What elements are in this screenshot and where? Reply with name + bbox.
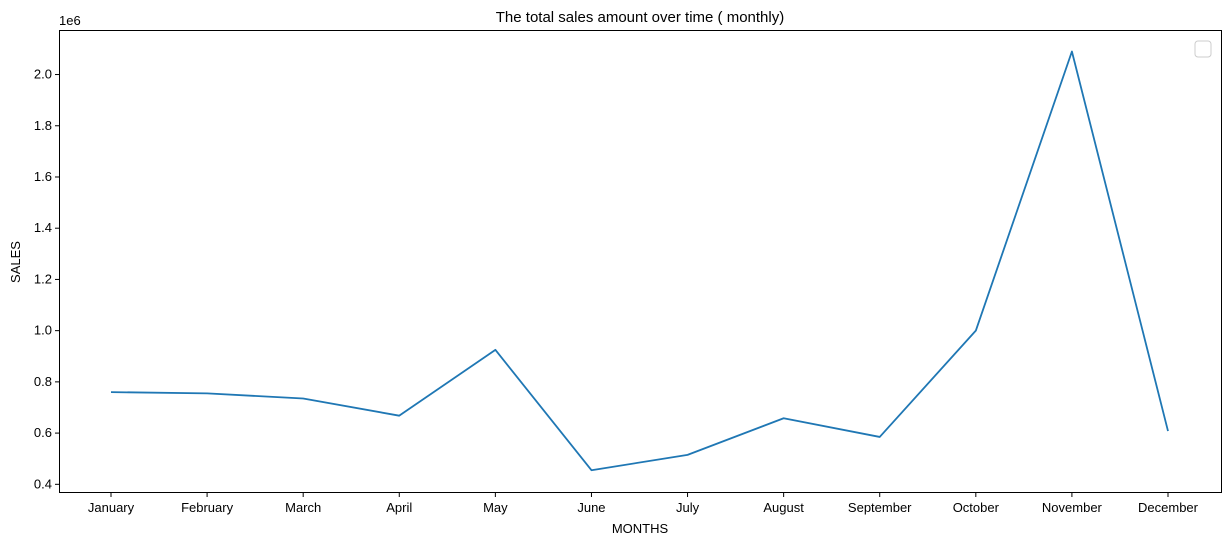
x-tick-label: April	[386, 500, 412, 515]
x-tick-label: May	[483, 500, 508, 515]
x-tick-label: December	[1138, 500, 1199, 515]
sales-series-line	[110, 50, 1169, 472]
x-tick-label: March	[285, 500, 321, 515]
plot-frame	[59, 30, 1222, 493]
y-tick-label: 1.6	[34, 169, 52, 184]
x-axis-label: MONTHS	[612, 521, 669, 536]
plot-area: 0.4 0.6 0.8 1.0 1.2 1.4 1.6 1.8 2.0 January Februa…	[34, 50, 1199, 515]
chart-title: The total sales amount over time ( month…	[496, 9, 784, 26]
x-tick-label: July	[676, 500, 700, 515]
x-tick-label: November	[1042, 500, 1103, 515]
x-tick-label: October	[953, 500, 1000, 515]
y-offset-label: 1e6	[59, 13, 81, 28]
y-tick-label: 0.4	[34, 476, 52, 491]
y-axis-label: SALES	[8, 241, 23, 283]
x-tick-label: February	[181, 500, 234, 515]
y-tick-label: 1.0	[34, 323, 52, 338]
y-tick-label: 1.2	[34, 271, 52, 286]
x-tick-label: June	[577, 500, 605, 515]
legend-box	[1194, 40, 1212, 58]
x-tick-label: January	[88, 500, 135, 515]
y-tick-label: 0.8	[34, 374, 52, 389]
y-tick-label: 2.0	[34, 67, 52, 82]
y-tick-label: 1.4	[34, 220, 52, 235]
y-tick-label: 0.6	[34, 425, 52, 440]
y-tick-label: 1.8	[34, 118, 52, 133]
x-tick-label: September	[848, 500, 912, 515]
x-tick-label: August	[763, 500, 804, 515]
